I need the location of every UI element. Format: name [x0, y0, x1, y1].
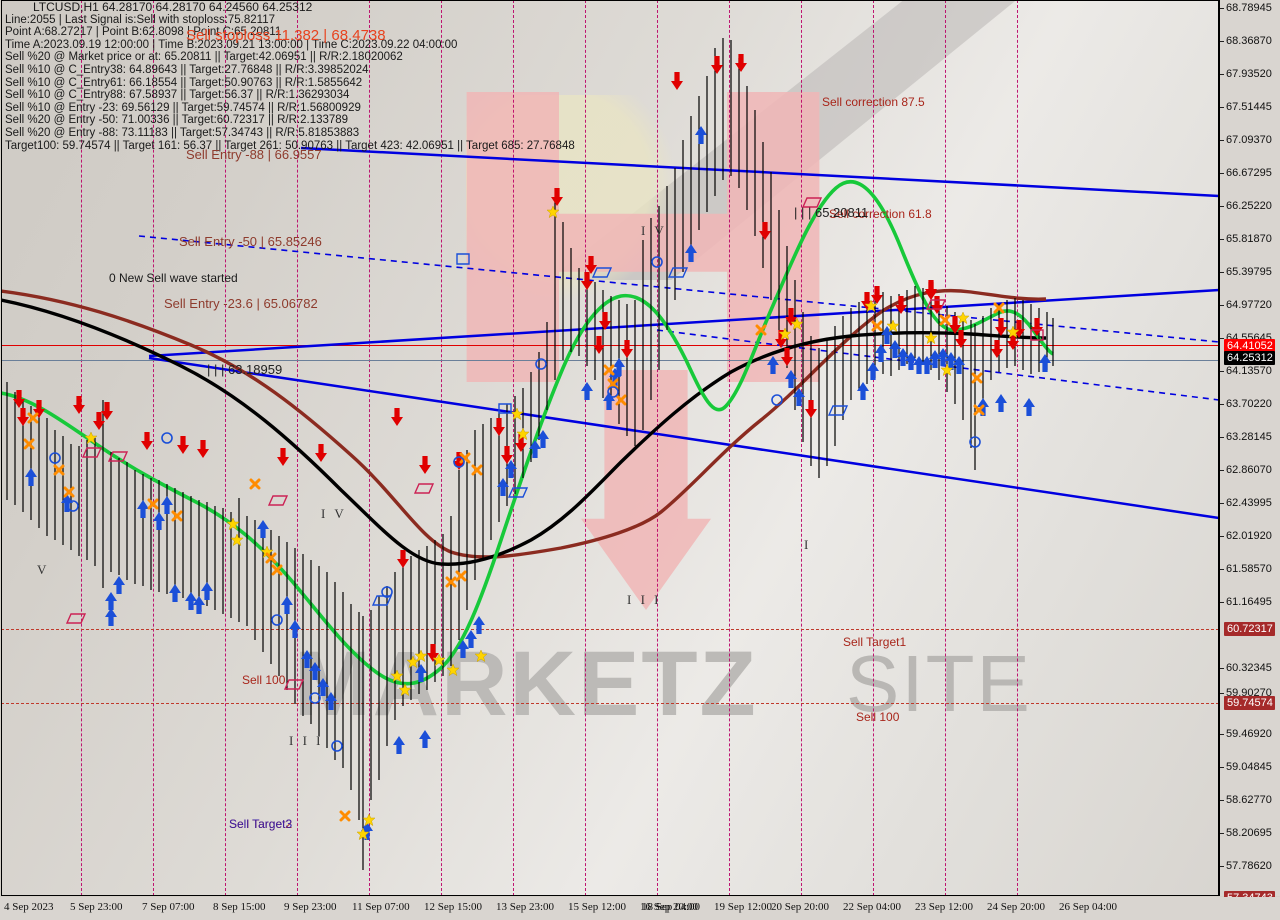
header-line-3: Sell %20 @ Market price or at: 65.20811 … [5, 51, 403, 64]
bid-price-box: 64.41052 [1224, 339, 1275, 353]
sell-target3-label: Sell Target3 [229, 817, 293, 831]
header-line-2: Time A:2023.09.19 12:00:00 | Time B:2023… [5, 38, 458, 51]
chart-plot-area[interactable]: MARKETZ SITE [1, 0, 1219, 896]
time-tick-label: 9 Sep 23:00 [284, 901, 337, 913]
time-tick-label: 7 Sep 07:00 [142, 901, 195, 913]
target-box-60: 60.72317 [1224, 622, 1275, 636]
time-tick-label: 13 Sep 23:00 [496, 901, 555, 913]
watermark-text-secondary: SITE [846, 639, 1032, 728]
time-tick-label: 5 Sep 23:00 [70, 901, 123, 913]
time-tick-label: 23 Sep 12:00 [915, 901, 974, 913]
signal-xmarks [23, 302, 1005, 822]
trendline-mid [148, 288, 1219, 358]
price-scale[interactable]: 68.78945 68.36870 67.93520 67.51445 67.09370… [1219, 0, 1280, 905]
trendline-upper [300, 146, 1219, 198]
time-scale[interactable]: 4 Sep 2023 5 Sep 23:00 7 Sep 07:00 8 Sep 15… [0, 897, 1280, 920]
time-tick-label: 11 Sep 07:00 [352, 901, 410, 913]
vertical-gridline [945, 0, 946, 896]
sell-100-left-label: Sell 100 [242, 673, 286, 687]
vertical-gridline [657, 0, 658, 896]
sell-entry-50-label: Sell Entry -50 | 65.85246 [179, 234, 322, 249]
vertical-gridline [1017, 0, 1018, 896]
header-line-0: Line:2055 | Last Signal is:Sell with sto… [5, 13, 276, 26]
chart-overlay-svg [1, 38, 1219, 870]
bid-line [1, 345, 1219, 346]
new-sell-wave-label: 0 New Sell wave started [109, 271, 238, 285]
ask-line [1, 360, 1219, 361]
header-line-4: Sell %10 @ C_Entry38: 64.89643 || Target… [5, 63, 369, 76]
trendline-lower [148, 356, 1219, 520]
ask-price-box: 64.25312 [1224, 351, 1275, 365]
wave-IV-label: I V [321, 506, 347, 521]
chart-info-header: LTCUSD,H1 64.28170 64.28170 64.24560 64.… [5, 1, 575, 152]
sell-correction-875-label: Sell correction 87.5 [822, 95, 925, 109]
wave-I-label: I [804, 537, 812, 552]
wave-IV2-label: I V [641, 223, 667, 238]
time-tick-label: 8 Sep 15:00 [213, 901, 266, 913]
sell-correction-618-label: Sell correction 61.8 [829, 207, 932, 221]
wave-V-label: V [37, 562, 50, 577]
vertical-gridline [225, 0, 226, 896]
ma-brown [1, 288, 1047, 559]
header-line-6: Sell %10 @ C_Entry88: 67.58937 || Target… [5, 89, 350, 102]
header-line-7: Sell %10 @ Entry -23: 69.56129 || Target… [5, 101, 361, 114]
vertical-gridline [369, 0, 370, 896]
vertical-gridline [801, 0, 802, 896]
vertical-gridline [873, 0, 874, 896]
header-line-10: Target100: 59.74574 || Target 161: 56.37… [5, 139, 575, 152]
target-box-59: 59.74574 [1224, 696, 1275, 710]
price-bars [6, 38, 1054, 870]
time-tick-label: 26 Sep 04:00 [1059, 901, 1118, 913]
sell-entry-88-label: Sell Entry -88 | 66.9557 [186, 147, 322, 162]
vertical-gridline [585, 0, 586, 896]
sell-target2-label: Sell Target2 [229, 817, 293, 831]
target-line-59 [1, 703, 1219, 704]
time-tick-label: 18 Sep 04:00 [642, 901, 701, 913]
header-line-5: Sell %10 @ C_Entry61: 66.18554 || Target… [5, 76, 363, 89]
time-tick-label: 24 Sep 20:00 [987, 901, 1046, 913]
pivot-circles [49, 256, 981, 752]
time-tick-label: 16 Sep 20:00 [640, 901, 699, 913]
wave-III2-label: I I I [289, 733, 324, 748]
time-tick-label: 22 Sep 04:00 [843, 901, 902, 913]
symbol-ohlc-line: LTCUSD,H1 64.28170 64.28170 64.24560 64.… [33, 0, 313, 14]
time-tick-label: 4 Sep 2023 [4, 901, 54, 913]
time-tick-label: 12 Sep 15:00 [424, 901, 483, 913]
vertical-gridline [153, 0, 154, 896]
time-tick-label: 15 Sep 12:00 [568, 901, 627, 913]
sell-100-right-label: Sell 100 [856, 710, 900, 724]
wave-price-6520811-label: | | | 65.20811 [794, 205, 869, 220]
sell-target1-label: Sell Target1 [843, 635, 907, 649]
entry-line-50 [138, 235, 1219, 343]
vertical-gridline [81, 0, 82, 896]
sell-entry-236-label: Sell Entry -23.6 | 65.06782 [164, 296, 318, 311]
header-line-8: Sell %20 @ Entry -50: 71.00336 || Target… [5, 114, 349, 127]
wave-price-6318959-label: | | | 63.18959 [207, 362, 283, 377]
hollow-flags [65, 197, 1044, 690]
target-line-60 [1, 629, 1219, 630]
vertical-gridline [513, 0, 514, 896]
time-tick-label: 20 Sep 20:00 [771, 901, 830, 913]
sell-stoploss-label: Sell stoploss 11.382 | 68.4738 [186, 27, 386, 44]
time-tick-label: 19 Sep 12:00 [714, 901, 773, 913]
vertical-gridline [441, 0, 442, 896]
header-line-1: Point A:68.27217 | Point B:62.8098 | Poi… [5, 26, 282, 39]
ma-black [1, 298, 1047, 566]
header-line-9: Sell %20 @ Entry -88: 73.11183 || Target… [5, 126, 360, 139]
wave-III-label: I I I [627, 592, 662, 607]
